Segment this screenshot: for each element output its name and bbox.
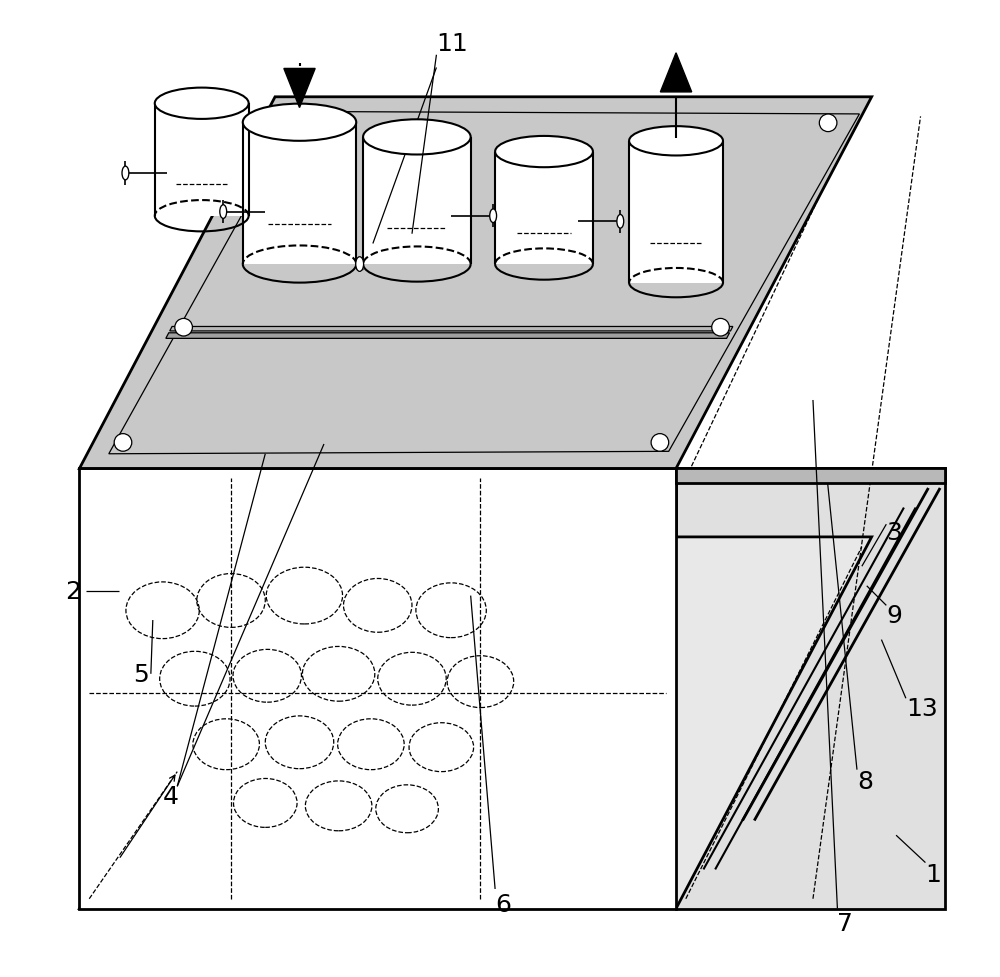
Text: 3: 3 — [886, 521, 902, 544]
Polygon shape — [155, 105, 249, 217]
Circle shape — [114, 434, 132, 451]
Ellipse shape — [356, 257, 364, 272]
Text: 11: 11 — [436, 32, 468, 56]
Text: 9: 9 — [886, 604, 902, 627]
Ellipse shape — [495, 137, 593, 168]
Polygon shape — [243, 123, 356, 265]
Ellipse shape — [629, 127, 723, 156]
Ellipse shape — [617, 215, 624, 229]
Text: 5: 5 — [133, 662, 149, 686]
Text: 2: 2 — [65, 579, 81, 603]
Text: 7: 7 — [837, 912, 853, 935]
Ellipse shape — [122, 167, 129, 181]
Polygon shape — [166, 333, 730, 339]
Text: 13: 13 — [906, 697, 938, 720]
Circle shape — [651, 434, 669, 451]
Polygon shape — [660, 54, 692, 93]
Circle shape — [282, 115, 300, 133]
Ellipse shape — [243, 105, 356, 142]
Polygon shape — [495, 152, 593, 265]
Polygon shape — [109, 112, 859, 454]
Polygon shape — [363, 138, 471, 265]
Text: 6: 6 — [495, 892, 511, 915]
Circle shape — [819, 115, 837, 133]
Circle shape — [712, 319, 729, 337]
Polygon shape — [676, 469, 945, 909]
Polygon shape — [676, 469, 945, 484]
Polygon shape — [284, 69, 315, 108]
Polygon shape — [629, 142, 723, 283]
Polygon shape — [79, 469, 676, 909]
Ellipse shape — [220, 205, 227, 219]
Polygon shape — [170, 327, 733, 331]
Text: 4: 4 — [163, 785, 179, 808]
Polygon shape — [79, 98, 872, 469]
Ellipse shape — [155, 89, 249, 120]
Polygon shape — [79, 537, 872, 909]
Text: 8: 8 — [857, 770, 873, 793]
Ellipse shape — [363, 120, 471, 155]
Text: 1: 1 — [925, 863, 941, 886]
Circle shape — [175, 319, 192, 337]
Ellipse shape — [490, 210, 497, 224]
